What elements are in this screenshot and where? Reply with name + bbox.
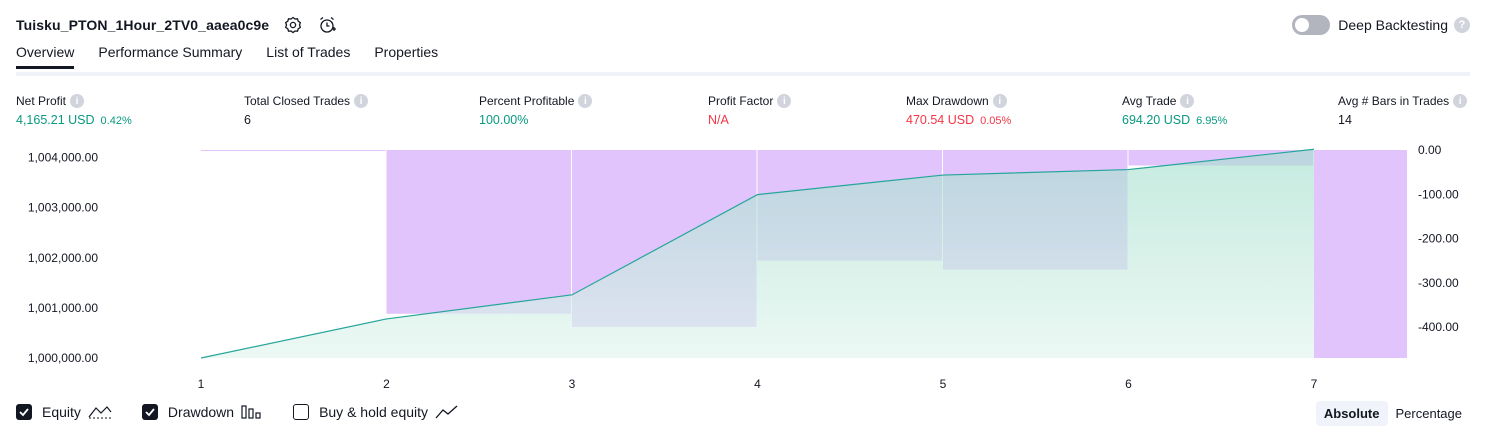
drawdown-series-icon	[241, 404, 263, 420]
metric-percent: 0.05%	[980, 115, 1012, 127]
metric-label: Avg # Bars in Trades	[1338, 94, 1450, 108]
equity-line	[200, 148, 1315, 359]
tab-list-of-trades[interactable]: List of Trades	[266, 44, 351, 60]
settings-icon[interactable]	[283, 15, 303, 35]
left-axis-tick-label: 1,003,000.00	[28, 201, 98, 215]
equity-area	[201, 149, 1314, 358]
info-icon[interactable]: i	[578, 94, 593, 108]
legend-buy-hold-label: Buy & hold equity	[319, 404, 429, 420]
equity-drawdown-chart[interactable]: 1,004,000.00 1,003,000.00 1,002,000.00 1,00…	[0, 140, 1486, 396]
strategy-title: Tuisku_PTON_1Hour_2TV0_aaea0c9e	[16, 17, 270, 33]
buy-hold-checkbox[interactable]	[293, 404, 310, 420]
metric-percent: 0.42%	[100, 115, 132, 127]
left-axis: 1,004,000.00 1,003,000.00 1,002,000.00 1,00…	[28, 151, 98, 365]
metric-value: 14	[1338, 113, 1352, 127]
x-axis: 1 2 3 4 5 6 7	[198, 377, 1318, 391]
tab-divider	[16, 72, 1470, 76]
drawdown-bar	[1314, 150, 1407, 358]
metric-percent-profitable: Percent Profitable i 100.00%	[479, 94, 593, 127]
metric-max-drawdown: Max Drawdown i 470.54 USD 0.05%	[906, 94, 1011, 127]
equity-series	[200, 148, 1315, 359]
deep-backtesting: Deep Backtesting ?	[1292, 12, 1470, 38]
right-axis: 0.00 -100.00 -200.00 -300.00 -400.00	[1418, 143, 1459, 334]
metric-total-closed-trades: Total Closed Trades i 6	[244, 94, 369, 127]
metric-value: 100.00%	[479, 113, 529, 127]
legend-equity[interactable]: Equity	[16, 404, 112, 420]
x-axis-tick-label: 1	[198, 377, 205, 391]
left-axis-tick-label: 1,001,000.00	[28, 301, 98, 315]
x-axis-tick-label: 2	[383, 377, 390, 391]
metric-value: 6	[244, 113, 251, 127]
metric-label: Avg Trade	[1122, 94, 1177, 108]
info-icon[interactable]: i	[354, 94, 369, 108]
x-axis-tick-label: 6	[1125, 377, 1132, 391]
drawdown-checkbox[interactable]	[141, 404, 158, 420]
metric-avg-bars: Avg # Bars in Trades i 14	[1338, 94, 1468, 127]
add-alert-icon[interactable]	[317, 15, 337, 35]
right-axis-tick-label: -200.00	[1418, 232, 1459, 246]
right-axis-tick-label: -400.00	[1418, 320, 1459, 334]
buy-hold-series-icon	[435, 404, 459, 420]
metric-label: Percent Profitable	[479, 94, 575, 108]
tab-bar: Overview Performance Summary List of Tra…	[16, 44, 438, 69]
info-icon[interactable]: i	[70, 94, 85, 108]
legend-buy-hold[interactable]: Buy & hold equity	[293, 404, 459, 420]
chart-legend: Equity Drawdown Buy & hold equity	[16, 404, 489, 420]
info-icon[interactable]: i	[992, 94, 1007, 108]
metric-value: 4,165.21 USD	[16, 113, 95, 127]
strategy-header: Tuisku_PTON_1Hour_2TV0_aaea0c9e	[16, 12, 337, 38]
equity-checkbox[interactable]	[16, 404, 32, 420]
metric-avg-trade: Avg Trade i 694.20 USD 6.95%	[1122, 94, 1227, 127]
x-axis-tick-label: 3	[569, 377, 576, 391]
left-axis-tick-label: 1,000,000.00	[28, 351, 98, 365]
metric-percent: 6.95%	[1196, 115, 1228, 127]
percentage-button[interactable]: Percentage	[1395, 406, 1463, 421]
deep-backtesting-toggle[interactable]	[1292, 15, 1331, 35]
info-icon[interactable]: i	[777, 94, 792, 108]
metric-value: 470.54 USD	[906, 113, 975, 127]
metric-value: 694.20 USD	[1122, 113, 1191, 127]
x-axis-tick-label: 5	[940, 377, 947, 391]
legend-drawdown[interactable]: Drawdown	[141, 404, 263, 420]
metric-label: Profit Factor	[708, 94, 774, 108]
help-icon[interactable]: ?	[1454, 17, 1470, 33]
legend-drawdown-label: Drawdown	[167, 404, 235, 420]
right-axis-tick-label: -300.00	[1418, 276, 1459, 290]
metric-net-profit: Net Profit i 4,165.21 USD 0.42%	[16, 94, 132, 127]
right-axis-tick-label: 0.00	[1418, 143, 1442, 157]
equity-series-icon	[88, 404, 112, 420]
info-icon[interactable]: i	[1180, 94, 1195, 108]
metric-profit-factor: Profit Factor i N/A	[708, 94, 792, 127]
tab-performance-summary[interactable]: Performance Summary	[98, 44, 243, 60]
tab-overview[interactable]: Overview	[16, 44, 75, 69]
deep-backtesting-label: Deep Backtesting	[1338, 17, 1448, 33]
x-axis-tick-label: 7	[1311, 377, 1318, 391]
info-icon[interactable]: i	[1453, 94, 1468, 108]
metric-label: Max Drawdown	[906, 94, 989, 108]
mode-switch: Absolute Percentage	[1315, 401, 1470, 426]
x-axis-tick-label: 4	[754, 377, 761, 391]
left-axis-tick-label: 1,004,000.00	[28, 151, 98, 165]
metric-value: N/A	[708, 113, 729, 127]
metric-label: Net Profit	[16, 94, 67, 108]
absolute-button[interactable]: Absolute	[1315, 401, 1388, 426]
metric-label: Total Closed Trades	[244, 94, 351, 108]
drawdown-bar	[201, 150, 386, 151]
left-axis-tick-label: 1,002,000.00	[28, 251, 98, 265]
legend-equity-label: Equity	[42, 404, 81, 420]
tab-properties[interactable]: Properties	[374, 44, 439, 60]
drawdown-bar	[386, 150, 571, 314]
right-axis-tick-label: -100.00	[1418, 187, 1459, 201]
